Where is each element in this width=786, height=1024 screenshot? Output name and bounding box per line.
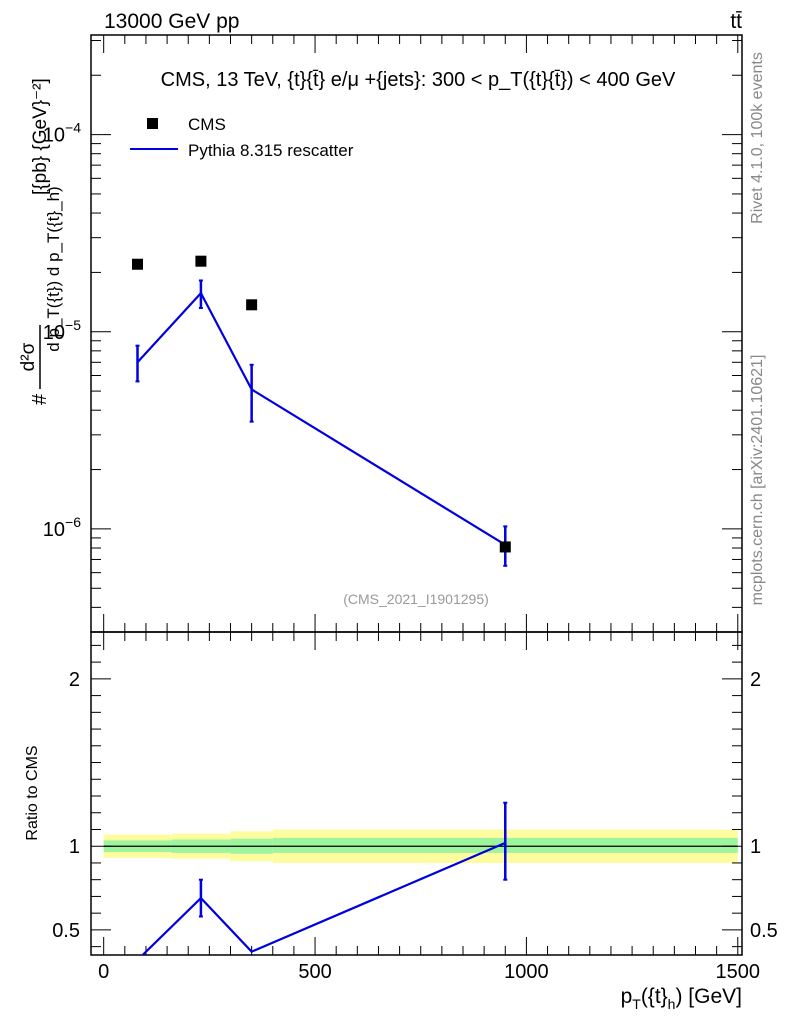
pythia-line [136,291,506,546]
ratio-pythia-line [141,841,506,955]
legend-label-pythia: Pythia 8.315 rescatter [188,141,354,160]
main-plot-title: CMS, 13 TeV, {t}{t̄} e/μ +{jets}: 300 < … [161,69,676,91]
ratio-x-tick-label: 500 [298,961,331,983]
ylabel-unit: [{pb} {GeV}⁻²] [30,78,51,195]
rivet-version-label: Rivet 4.1.0, 100k events [749,52,766,224]
cms-data-point [246,299,258,311]
ratio-y-tick-label-right: 0.5 [750,920,778,942]
main-y-tick-label: 10−4 [43,120,81,147]
ratio-x-tick-label: 0 [98,961,109,983]
cms-data-point [132,258,143,270]
ratio-y-tick-label-left: 2 [69,669,80,691]
main-y-axis-label: # d²σ d p_T({t}) d p_T({t}_h) [{pb} {GeV… [18,78,63,405]
cms-data-point [195,255,207,267]
ratio-uncertainty-bands [103,829,738,863]
main-y-tick-label: 10−5 [43,317,81,344]
legend: CMS Pythia 8.315 rescatter [130,115,354,160]
main-data-layer [132,255,511,567]
main-y-tick-label: 10−6 [43,514,81,541]
analysis-watermark: (CMS_2021_I1901295) [343,591,489,607]
main-y-ticks: 10−4 10−5 10−6 [43,40,742,633]
ratio-y-tick-label-left: 1 [69,836,80,858]
ratio-y-tick-label-right: 1 [750,836,761,858]
mcplots-source-label: mcplots.cern.ch [arXiv:2401.10621] [749,355,766,606]
cms-data-point [499,541,511,553]
ratio-panel: 0.5 0.5 1 1 2 2 0 500 1000 1500 Ratio to CMS pT(… [24,631,778,1012]
legend-label-cms: CMS [188,115,226,134]
header-process-label: tt̄ [730,10,742,33]
main-x-ticks [103,35,739,632]
ratio-x-tick-label: 1500 [716,961,761,983]
ratio-y-tick-label-right: 2 [750,669,761,691]
header-energy-label: 13000 GeV pp [104,10,239,33]
ratio-x-axis-label: pT({t}h) [GeV] [621,985,742,1012]
main-panel: CMS, 13 TeV, {t}{t̄} e/μ +{jets}: 300 < … [18,34,743,633]
ratio-x-ticks: 0 500 1000 1500 [98,632,760,983]
ratio-y-tick-label-left: 0.5 [52,920,80,942]
ratio-plot-frame [90,631,743,956]
ratio-x-tick-label: 1000 [504,961,549,983]
ratio-data-layer [141,801,508,955]
ratio-y-ticks: 0.5 0.5 1 1 2 2 [52,644,778,948]
ylabel-prefix: # [29,393,51,405]
ratio-y-axis-label: Ratio to CMS [24,745,41,840]
ylabel-numerator: d²σ [18,342,39,371]
ylabel-denominator: d p_T({t}) d p_T({t}_h) [44,186,63,351]
legend-marker-cms [147,118,158,129]
